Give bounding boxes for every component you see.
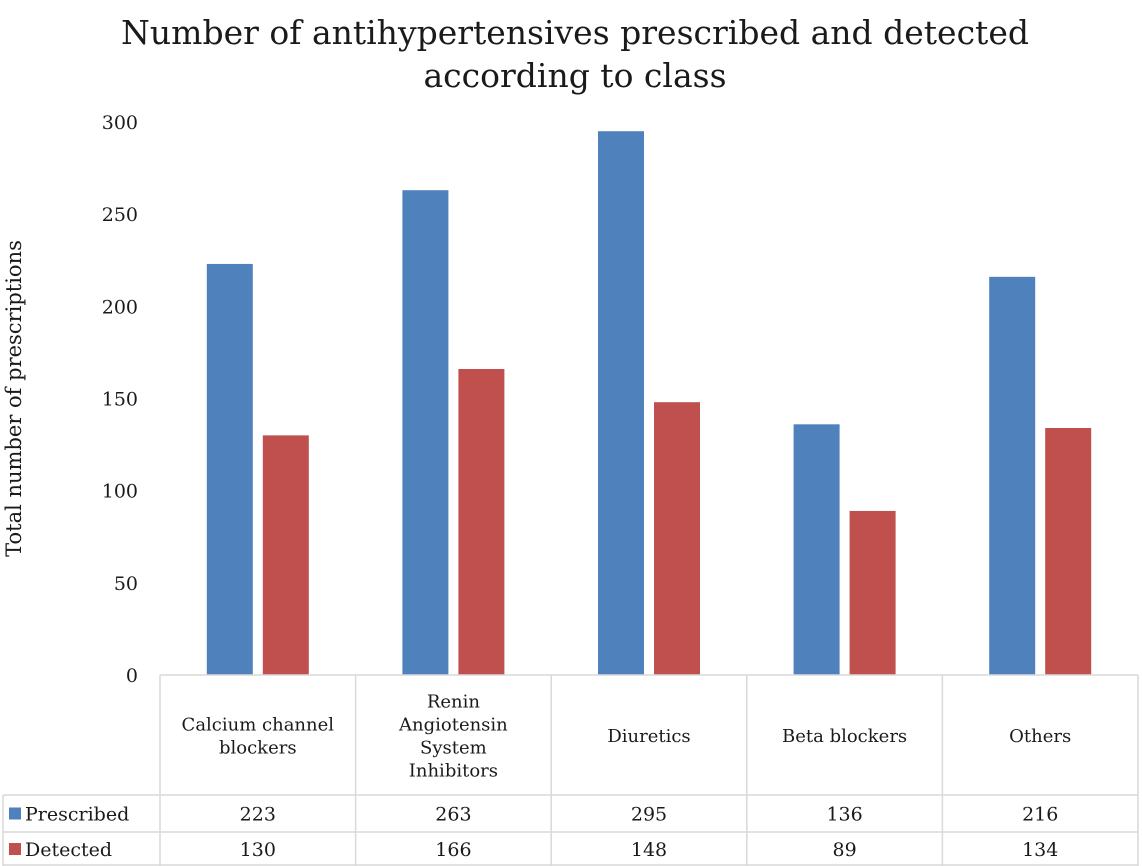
bar-detected-1 [458,369,505,675]
bars [206,131,1092,675]
bar-prescribed-2 [598,131,644,675]
data-label-detected: 130 [240,839,276,861]
bar-detected-3 [849,510,896,675]
bar-detected-0 [262,435,309,675]
category-label: blockers [219,738,297,759]
data-label-detected: 134 [1022,839,1058,861]
data-label-prescribed: 295 [631,804,667,826]
legend-label: Prescribed [25,804,129,826]
chart-title-line: according to class [423,56,726,95]
legend-swatch-detected [9,843,21,855]
category-label: Diuretics [607,726,690,747]
category-label: Renin [427,692,481,713]
bar-prescribed-3 [793,424,840,675]
data-label-prescribed: 216 [1022,804,1058,826]
category-label: Angiotensin [398,715,508,736]
y-tick-label: 250 [102,204,138,226]
category-label: System [420,738,487,759]
data-label-prescribed: 223 [240,804,276,826]
bar-prescribed-1 [402,190,449,675]
y-tick-label: 0 [126,665,138,687]
category-label: Others [1009,726,1071,747]
y-tick-label: 50 [114,573,138,595]
y-axis-label-text: Total number of prescriptions [2,240,26,557]
data-label-detected: 148 [631,839,667,861]
chart-title: Number of antihypertensives prescribed a… [121,13,1029,95]
y-tick-label: 150 [102,389,138,411]
data-label-detected: 166 [435,839,471,861]
data-table-rows: Prescribed 223 263 295 136 216 Detected 130 166 1… [9,804,1058,861]
data-label-prescribed: 136 [826,804,862,826]
y-tick-label: 200 [102,296,138,318]
bar-prescribed-4 [989,276,1036,675]
bar-detected-2 [654,402,700,675]
chart-title-line: Number of antihypertensives prescribed a… [121,13,1029,52]
y-axis-label: Total number of prescriptions [2,240,26,557]
category-label: Inhibitors [409,761,498,782]
bar-detected-4 [1045,427,1092,675]
bar-prescribed-0 [206,263,253,675]
y-tick-label: 300 [102,112,138,134]
legend-label: Detected [25,839,112,861]
data-label-prescribed: 263 [435,804,471,826]
category-label: Calcium channel [182,715,335,736]
data-table-grid [2,674,1139,866]
data-label-detected: 89 [833,839,857,861]
legend-swatch-prescribed [9,807,21,820]
y-tick-label: 100 [102,481,138,503]
category-label: Beta blockers [782,726,907,747]
y-axis-ticks: 0 50 100 150 200 250 300 [102,112,138,687]
